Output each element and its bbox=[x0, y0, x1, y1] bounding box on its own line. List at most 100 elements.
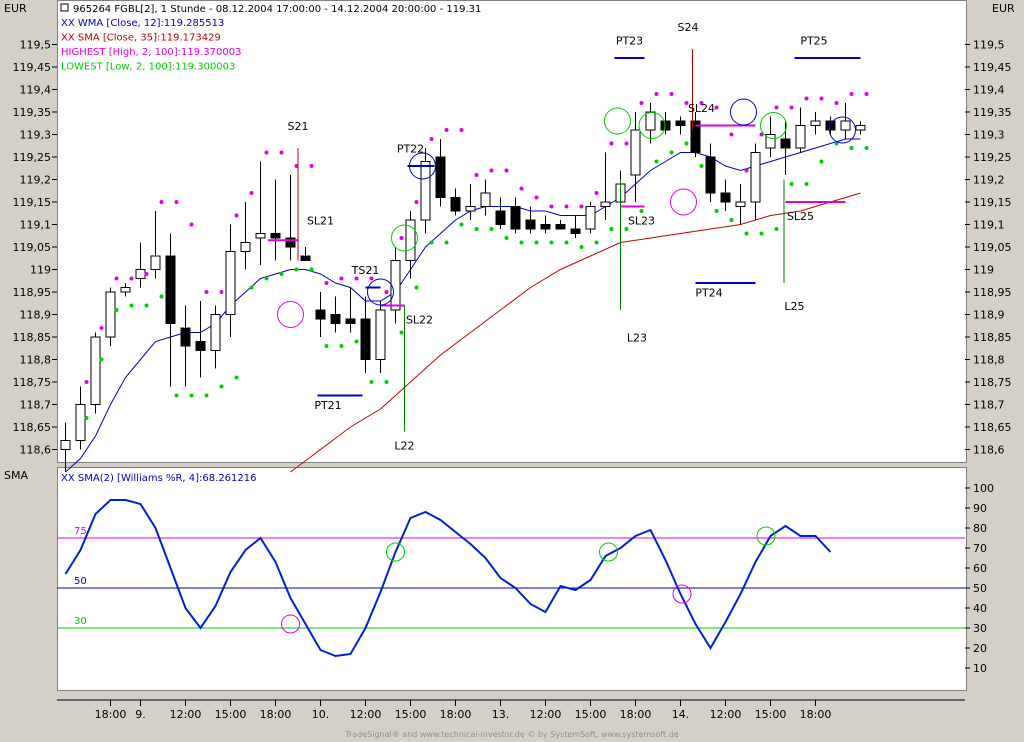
legend-entry: XX WMA [Close, 12]:119.285513 bbox=[61, 18, 224, 29]
lowest-dot bbox=[324, 344, 329, 348]
price-legend: 965264 FGBL[2], 1 Stunde - 08.12.2004 17… bbox=[60, 3, 481, 73]
y-tick-label: 118,9 bbox=[20, 309, 52, 322]
lowest-dot bbox=[714, 209, 719, 213]
lowest-dot bbox=[444, 240, 449, 245]
lowest-dot bbox=[609, 227, 614, 231]
highest-dot bbox=[729, 132, 734, 137]
candle-body bbox=[105, 291, 116, 338]
candle-body bbox=[765, 134, 776, 149]
signal-circle bbox=[409, 152, 436, 180]
candle-body bbox=[540, 224, 551, 230]
lowest-dot bbox=[339, 344, 344, 348]
highest-dot bbox=[309, 164, 314, 168]
lowest-dot bbox=[549, 240, 554, 245]
lowest-dot bbox=[129, 303, 134, 308]
signal-circle bbox=[760, 112, 787, 139]
y-tick-label: 118,8 bbox=[973, 354, 1005, 367]
highest-dot bbox=[264, 150, 269, 155]
highest-dot bbox=[594, 191, 599, 195]
highest-dot bbox=[669, 92, 674, 96]
x-tick-label: 12:00 bbox=[530, 708, 562, 721]
y-tick-label: 119,2 bbox=[973, 174, 1005, 187]
y-tick-label: 119,35 bbox=[13, 106, 52, 119]
highest-dot bbox=[819, 96, 824, 101]
candle-body bbox=[795, 125, 806, 149]
candle-body bbox=[510, 206, 521, 230]
candle-body bbox=[135, 269, 146, 279]
y-tick-label: 118,8 bbox=[20, 354, 52, 367]
candle-body bbox=[285, 237, 296, 248]
legend-entry: XX SMA [Close, 35]:119.173429 bbox=[61, 33, 221, 44]
signal-circle bbox=[367, 278, 394, 306]
y-tick-label: 119,45 bbox=[13, 61, 52, 74]
signal-label: PT25 bbox=[800, 35, 827, 48]
x-tick-label: 15:00 bbox=[215, 708, 247, 721]
lowest-dot bbox=[624, 227, 629, 231]
x-tick-label: 9. bbox=[135, 708, 146, 721]
lowest-dot bbox=[864, 146, 869, 150]
footer-copyright: TradeSignal® and www.technical-investor.… bbox=[345, 730, 679, 739]
candle-body bbox=[165, 255, 176, 324]
lowest-dot bbox=[774, 227, 779, 231]
highest-dot bbox=[159, 200, 164, 204]
price-y-ticks: 118,6 118,6 118,65 118,65 118,7 118,7 118,75 11… bbox=[13, 39, 1012, 457]
chart-title: 965264 FGBL[2], 1 Stunde - 08.12.2004 17… bbox=[73, 4, 481, 15]
legend-entry: XX SMA(2) [Williams %R, 4]:68.261216 bbox=[61, 473, 257, 484]
highest-dot bbox=[129, 276, 134, 281]
x-tick-label: 18:00 bbox=[95, 708, 127, 721]
lowest-dot bbox=[204, 393, 209, 398]
highest-dot bbox=[414, 200, 419, 204]
highest-dot bbox=[324, 281, 329, 285]
candle-body bbox=[630, 129, 641, 176]
lowest-dot bbox=[429, 240, 434, 245]
highest-dot bbox=[234, 213, 239, 218]
highest-dot bbox=[189, 222, 194, 227]
highest-dot bbox=[849, 92, 854, 96]
lowest-dot bbox=[639, 209, 644, 213]
candle-body bbox=[645, 111, 656, 131]
y-tick-label: 70 bbox=[973, 542, 987, 555]
signal-label: PT21 bbox=[314, 399, 341, 412]
candle-body bbox=[720, 192, 731, 203]
signal-label: L22 bbox=[394, 440, 414, 453]
highest-dot bbox=[774, 105, 779, 110]
lowest-dot bbox=[489, 227, 494, 231]
candle-body bbox=[675, 120, 686, 126]
y-tick-label: 119,3 bbox=[20, 129, 52, 142]
indicator-y-ticks: 10 20 30 40 50 60 70 80 90 100 bbox=[965, 482, 994, 675]
signal-label: PT24 bbox=[695, 287, 722, 300]
lowest-dot bbox=[459, 222, 464, 227]
y-tick-label: 119,1 bbox=[20, 219, 52, 232]
lowest-dot bbox=[99, 357, 104, 362]
signal-circle bbox=[756, 526, 776, 546]
indicator-series: 75 50 30 bbox=[57, 499, 965, 658]
x-tick-label: 10. bbox=[312, 708, 330, 721]
highest-dot bbox=[399, 236, 404, 240]
y-tick-label: 118,7 bbox=[973, 399, 1005, 412]
signal-circle bbox=[281, 614, 300, 634]
signal-circle bbox=[277, 301, 304, 328]
indicator-panel[interactable] bbox=[57, 467, 967, 691]
highest-dot bbox=[114, 276, 119, 281]
signal-label: S21 bbox=[288, 120, 309, 133]
signal-label: L23 bbox=[627, 332, 647, 345]
candle-body bbox=[750, 152, 761, 203]
highest-dot bbox=[384, 290, 389, 294]
legend-entry: HIGHEST [High, 2, 100]:119.370003 bbox=[61, 47, 241, 58]
currency-label-right: EUR bbox=[992, 2, 1015, 15]
x-tick-label: 12:00 bbox=[170, 708, 202, 721]
candle-body bbox=[225, 251, 236, 315]
y-tick-label: 119,3 bbox=[973, 129, 1005, 142]
lowest-dot bbox=[579, 245, 584, 249]
candle-body bbox=[90, 336, 101, 405]
x-tick-label: 18:00 bbox=[800, 708, 832, 721]
candle-body bbox=[435, 156, 446, 198]
highest-dot bbox=[654, 92, 659, 96]
highest-dot bbox=[534, 195, 539, 200]
lowest-dot bbox=[759, 231, 764, 236]
x-tick-label: 14. bbox=[672, 708, 690, 721]
price-panel[interactable] bbox=[57, 0, 967, 463]
candle-body bbox=[495, 210, 506, 225]
y-tick-label: 20 bbox=[973, 642, 987, 655]
